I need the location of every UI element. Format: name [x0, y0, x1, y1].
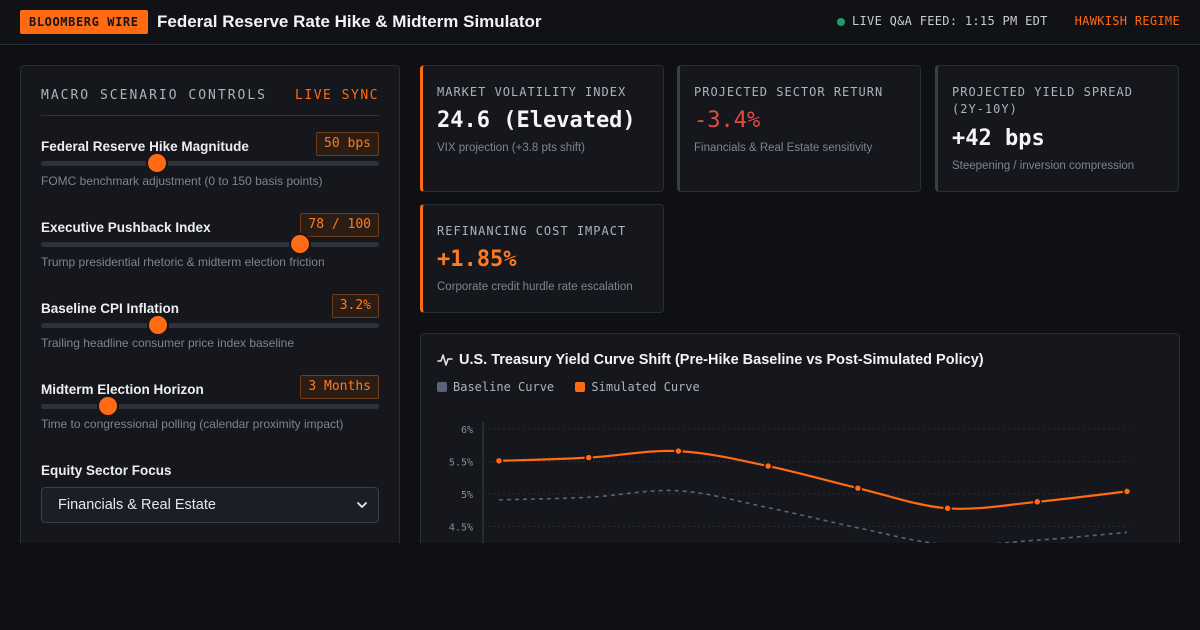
cpi-control: Baseline CPI Inflation 3.2% Trailing hea…	[41, 294, 379, 373]
live-status-dot-icon	[837, 18, 845, 26]
volatility-sub: VIX projection (+3.8 pts shift)	[437, 142, 585, 154]
sector-return-value: -3.4%	[694, 108, 761, 133]
pushback-help: Trump presidential rhetoric & midterm el…	[41, 255, 325, 269]
midterm-slider-thumb[interactable]	[98, 397, 117, 415]
cpi-label: Baseline CPI Inflation	[41, 301, 180, 316]
midterm-help: Time to congressional polling (calendar …	[41, 417, 344, 431]
cpi-value: 3.2%	[331, 294, 379, 318]
simulated-curve-point	[1033, 497, 1042, 507]
yield-curve-chart-panel: U.S. Treasury Yield Curve Shift (Pre-Hik…	[420, 333, 1180, 543]
cpi-slider[interactable]	[41, 316, 379, 334]
volatility-title: MARKET VOLATILITY INDEX	[437, 85, 627, 99]
legend-simulated-label: Simulated Curve	[591, 380, 700, 394]
pushback-control: Executive Pushback Index 78 / 100 Trump …	[41, 213, 379, 292]
pushback-value: 78 / 100	[300, 213, 379, 237]
refinancing-card: REFINANCING COST IMPACT +1.85% Corporate…	[420, 204, 664, 313]
y-tick-label: 4.5%	[449, 523, 473, 534]
sector-focus-select[interactable]: Financials & Real Estate	[41, 487, 379, 523]
midterm-value: 3 Months	[300, 375, 379, 399]
cpi-slider-thumb[interactable]	[148, 316, 167, 334]
chart-legend: Baseline Curve Simulated Curve	[437, 380, 714, 394]
live-sync-toggle[interactable]: LIVE SYNC	[295, 88, 379, 103]
simulated-curve-point	[763, 461, 773, 471]
yield-curve-plot: 6% 5.5% 5% 4.5%	[449, 422, 1132, 543]
brand-badge: BLOOMBERG WIRE	[20, 10, 148, 34]
volatility-value: 24.6 (Elevated)	[437, 108, 636, 133]
legend-simulated[interactable]: Simulated Curve	[575, 380, 700, 394]
simulated-curve-line	[498, 449, 1128, 510]
pushback-slider-thumb[interactable]	[290, 235, 309, 253]
simulated-curve-point	[584, 453, 593, 462]
pushback-slider[interactable]	[41, 235, 379, 253]
live-feed-status[interactable]: LIVE Q&A FEED: 1:15 PM EDT	[852, 14, 1048, 28]
y-tick-label: 5.5%	[449, 458, 473, 469]
chart-title: U.S. Treasury Yield Curve Shift (Pre-Hik…	[459, 352, 984, 368]
baseline-curve-line	[498, 489, 1128, 543]
y-tick-label: 6%	[461, 425, 473, 436]
legend-simulated-swatch	[575, 382, 586, 392]
controls-title: MACRO SCENARIO CONTROLS	[41, 88, 268, 103]
activity-pulse-icon	[437, 354, 453, 366]
simulated-curve-point	[853, 483, 863, 493]
simulated-curve-point	[1122, 487, 1132, 496]
simulated-curve-point	[943, 504, 952, 513]
sector-return-sub: Financials & Real Estate sensitivity	[694, 142, 873, 154]
yield-spread-value: +42 bps	[952, 126, 1045, 151]
sector-focus-value: Financials & Real Estate	[58, 497, 216, 513]
app-header: BLOOMBERG WIRE Federal Reserve Rate Hike…	[0, 0, 1200, 45]
fed-hike-label: Federal Reserve Hike Magnitude	[41, 139, 249, 154]
sector-return-card: PROJECTED SECTOR RETURN -3.4% Financials…	[677, 65, 921, 192]
regime-badge: HAWKISH REGIME	[1074, 14, 1180, 28]
legend-baseline-label: Baseline Curve	[453, 380, 555, 394]
refinancing-sub: Corporate credit hurdle rate escalation	[437, 281, 633, 293]
midterm-control: Midterm Election Horizon 3 Months Time t…	[41, 375, 379, 454]
midterm-label: Midterm Election Horizon	[41, 382, 204, 397]
simulated-curve-point	[494, 456, 504, 466]
fed-hike-slider-thumb[interactable]	[147, 154, 166, 172]
simulated-curve-point	[674, 446, 683, 456]
fed-hike-slider[interactable]	[41, 154, 379, 172]
chevron-down-icon	[357, 502, 367, 508]
macro-controls-panel: MACRO SCENARIO CONTROLS LIVE SYNC Federa…	[20, 65, 400, 543]
midterm-slider[interactable]	[41, 397, 379, 415]
yield-spread-sub: Steepening / inversion compression	[952, 160, 1135, 172]
cpi-help: Trailing headline consumer price index b…	[41, 336, 295, 350]
fed-hike-help: FOMC benchmark adjustment (0 to 150 basi…	[41, 174, 323, 188]
page-title: Federal Reserve Rate Hike & Midterm Simu…	[157, 12, 542, 31]
legend-baseline[interactable]: Baseline Curve	[437, 380, 554, 394]
volatility-card: MARKET VOLATILITY INDEX 24.6 (Elevated) …	[420, 65, 664, 192]
refinancing-value: +1.85%	[437, 247, 517, 272]
yield-spread-title: PROJECTED YIELD SPREAD (2Y-10Y)	[952, 85, 1133, 116]
fed-hike-value: 50 bps	[316, 132, 379, 156]
fed-hike-control: Federal Reserve Hike Magnitude 50 bps FO…	[41, 132, 379, 211]
controls-header: MACRO SCENARIO CONTROLS LIVE SYNC	[41, 88, 379, 116]
y-tick-label: 5%	[461, 490, 473, 501]
legend-baseline-swatch	[437, 382, 447, 392]
pushback-label: Executive Pushback Index	[41, 220, 211, 235]
sector-focus-label: Equity Sector Focus	[41, 463, 172, 478]
sector-return-title: PROJECTED SECTOR RETURN	[694, 85, 884, 99]
yield-spread-card: PROJECTED YIELD SPREAD (2Y-10Y) +42 bps …	[935, 65, 1179, 192]
refinancing-title: REFINANCING COST IMPACT	[437, 224, 627, 238]
